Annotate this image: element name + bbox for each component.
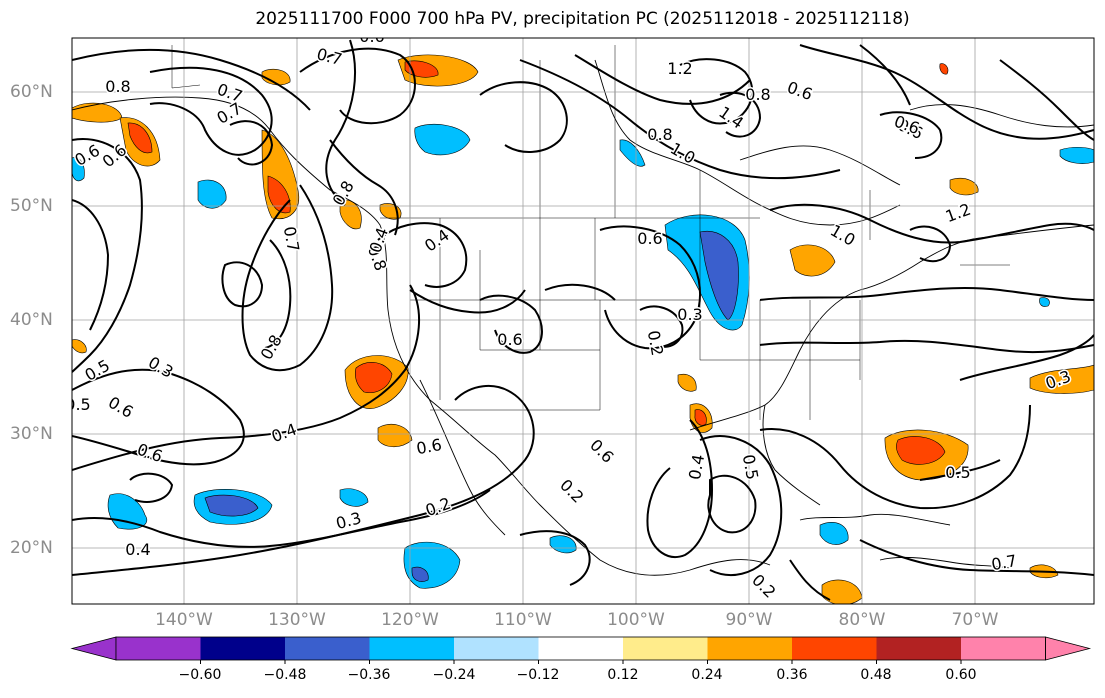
lon-label-120w: 120°W xyxy=(381,610,439,630)
colorbar-tick-label: −0.36 xyxy=(347,667,391,683)
colorbar-tick-label: 0.48 xyxy=(860,667,892,683)
lon-label-100w: 100°W xyxy=(607,610,665,630)
colorbar-segment xyxy=(369,637,454,660)
lat-label-40n: 40°N xyxy=(10,310,53,330)
lon-label-110w: 110°W xyxy=(494,610,552,630)
map-panel: 0.70.80.70.60.81.21.40.8 0.60.60.81.01.01… xyxy=(65,27,1094,604)
contour-label: 0.5 xyxy=(945,463,970,482)
pv-contours xyxy=(72,39,1094,601)
map-frame xyxy=(71,37,1095,605)
graticule xyxy=(72,38,1094,604)
pv-contour-labels: 0.70.80.70.60.81.21.40.8 0.60.60.81.01.01… xyxy=(65,27,1075,603)
contour-label: 0.8 xyxy=(647,125,672,144)
colorbar-segment xyxy=(538,637,623,660)
lon-label-90w: 90°W xyxy=(725,610,773,630)
colorbar-tick-label: −0.48 xyxy=(263,667,307,683)
lat-label-30n: 30°N xyxy=(10,424,53,444)
colorbar xyxy=(70,636,1092,664)
lon-label-70w: 70°W xyxy=(951,610,999,630)
colorbar-extend-max xyxy=(1045,636,1092,661)
colorbar-segment xyxy=(285,637,370,660)
lat-label-50n: 50°N xyxy=(10,196,53,216)
colorbar-segment xyxy=(116,637,201,660)
map-title: 2025111700 F000 700 hPa PV, precipitatio… xyxy=(255,9,910,29)
colorbar-tick-label: 0.60 xyxy=(945,667,977,683)
colorbar-tick-label: −0.12 xyxy=(516,667,560,683)
lat-label-20n: 20°N xyxy=(10,538,53,558)
colorbar-tick-label: 0.36 xyxy=(776,667,808,683)
lon-label-130w: 130°W xyxy=(268,610,326,630)
precip-negative-areas xyxy=(72,123,1094,589)
lat-label-60n: 60°N xyxy=(10,82,53,102)
colorbar-segment xyxy=(707,637,792,660)
lon-label-80w: 80°W xyxy=(838,610,886,630)
contour-label: 0.6 xyxy=(637,229,662,248)
contour-label: 0.3 xyxy=(677,305,702,324)
colorbar-segment xyxy=(792,637,877,660)
contour-label: 0.4 xyxy=(125,540,150,559)
contour-label: 0.5 xyxy=(65,395,90,414)
colorbar-segment xyxy=(623,637,708,660)
colorbar-segment xyxy=(876,637,961,660)
colorbar-segment xyxy=(961,637,1046,660)
colorbar-segment xyxy=(454,637,539,660)
colorbar-tick-label: 0.12 xyxy=(607,667,639,683)
colorbar-segment xyxy=(200,637,285,660)
contour-label: 0.6 xyxy=(359,27,384,46)
colorbar-tick-label: 0.24 xyxy=(691,667,723,683)
colorbar-tick-label: −0.24 xyxy=(432,667,476,683)
lon-label-140w: 140°W xyxy=(155,610,213,630)
colorbar-frame xyxy=(115,636,1046,661)
contour-label: 1.2 xyxy=(667,59,692,78)
contour-label: 0.8 xyxy=(745,85,770,104)
contour-label: 0.6 xyxy=(497,330,522,349)
colorbar-extend-min xyxy=(70,636,117,661)
contour-label: 0.2 xyxy=(644,329,667,357)
colorbar-tick-label: −0.60 xyxy=(178,667,222,683)
contour-label: 0.8 xyxy=(105,77,130,96)
